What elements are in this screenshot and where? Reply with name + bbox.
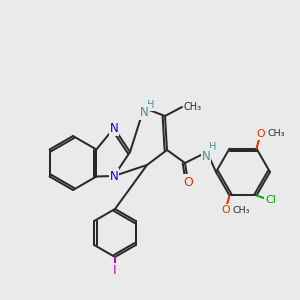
Text: N: N — [110, 122, 118, 134]
Text: H: H — [147, 100, 155, 110]
Text: CH₃: CH₃ — [184, 102, 202, 112]
Text: CH₃: CH₃ — [232, 206, 250, 215]
Text: I: I — [113, 265, 117, 278]
Text: O: O — [183, 176, 193, 188]
Text: O: O — [256, 129, 265, 139]
Text: H: H — [209, 142, 217, 152]
Text: Cl: Cl — [265, 195, 276, 206]
Text: N: N — [140, 106, 148, 118]
Text: CH₃: CH₃ — [268, 129, 285, 138]
Text: N: N — [202, 149, 210, 163]
Text: N: N — [110, 169, 118, 182]
Text: O: O — [221, 206, 230, 215]
